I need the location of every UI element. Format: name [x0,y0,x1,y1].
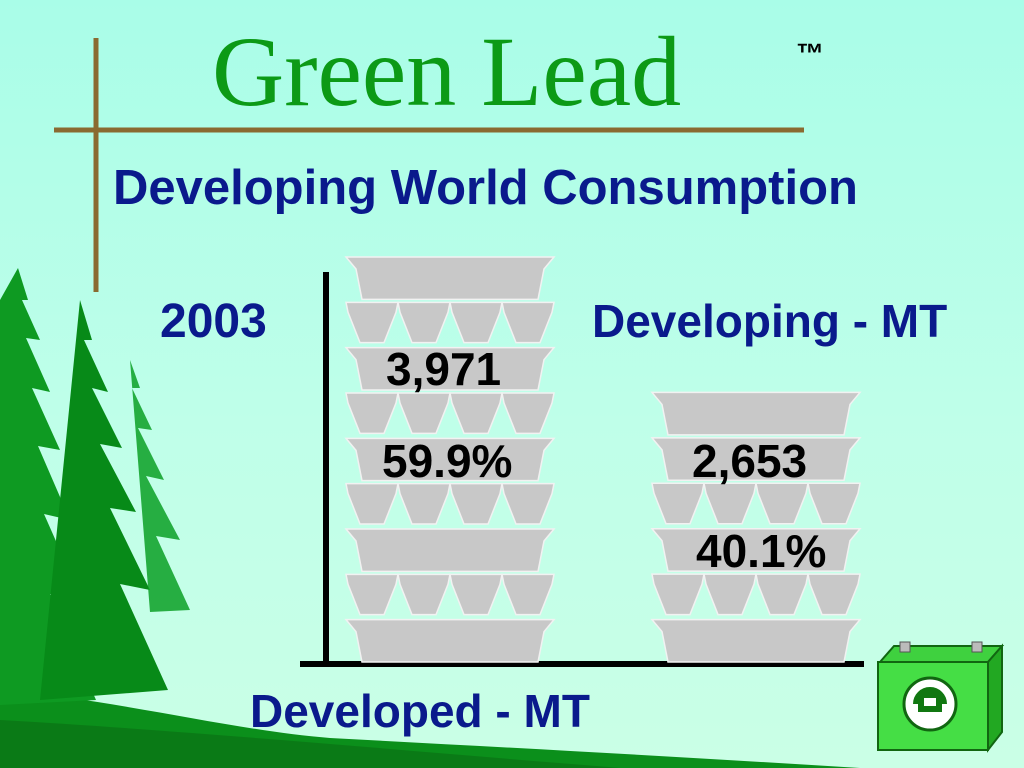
ingot-bar [344,437,556,482]
developed-series-label: Developed - MT [250,685,590,737]
ingot-bar [449,301,503,344]
ingot-bar [650,391,862,436]
developed-percent-label: 59.9% [382,435,513,487]
ingot-bar [501,482,555,525]
developing-value-label: 2,653 [692,435,808,487]
ingot-bar [755,573,809,616]
ingot-bar [703,573,757,616]
battery-recycle-icon [877,641,1005,753]
ingot-bar [501,392,555,435]
page-title: Green Lead [212,16,682,127]
ingot-bar [344,256,556,301]
ingot-bar [345,573,399,616]
ingot-bar [651,482,705,525]
ingot-bar [651,573,705,616]
ingot-bar [345,482,399,525]
ingot-bar [344,528,556,573]
ingot-bar [345,301,399,344]
ingot-bar [650,527,862,572]
bar-developing [650,391,862,663]
ingot-bar [807,573,861,616]
ingot-bar [397,573,451,616]
trademark-symbol: ™ [796,38,824,69]
ingot-bar [345,392,399,435]
ingot-bar [807,482,861,525]
ingot-bar [449,482,503,525]
ingot-bar [397,392,451,435]
ingot-bar [703,482,757,525]
ingot-bar [755,482,809,525]
year-label: 2003 [160,295,267,348]
chart-bars [344,256,862,663]
ingot-bar [397,482,451,525]
developing-percent-label: 40.1% [696,525,827,577]
ingot-bar [449,573,503,616]
chart-subtitle: Developing World Consumption [113,161,858,215]
ingot-bar [344,346,556,391]
ingot-bar [397,301,451,344]
pine-tree-icon [0,268,860,768]
ingot-bar [650,618,862,663]
ingot-bar [501,573,555,616]
ingot-bar [650,437,862,482]
developed-value-label: 3,971 [386,343,502,395]
ingot-bar [501,301,555,344]
ingot-bar [344,618,556,663]
ingot-bar [449,392,503,435]
developing-series-label: Developing - MT [592,295,948,347]
bar-developed [344,256,556,663]
